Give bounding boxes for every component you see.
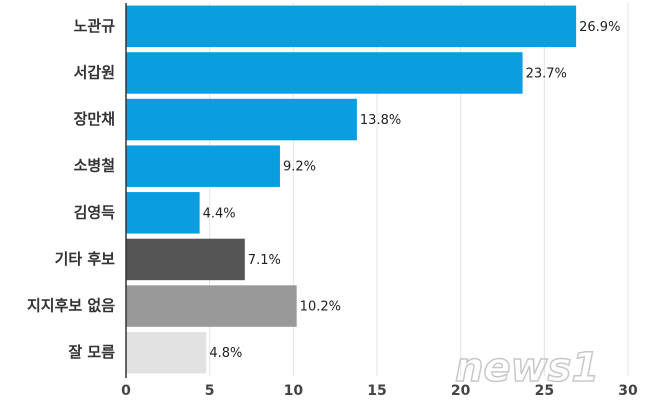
x-tick-label: 0	[121, 383, 131, 399]
bar	[126, 5, 577, 48]
bar	[126, 145, 280, 187]
bar	[126, 52, 523, 94]
value-label: 9.2%	[283, 160, 316, 175]
y-tick-label: 노관규	[74, 17, 116, 35]
y-tick-label: 소병철	[74, 157, 115, 175]
x-tick-label: 15	[367, 383, 386, 399]
x-tick-label: 5	[205, 383, 215, 399]
x-tick-label: 25	[535, 383, 554, 399]
value-label: 13.8%	[360, 113, 401, 128]
value-label: 7.1%	[248, 253, 281, 268]
value-label: 23.7%	[526, 66, 567, 81]
x-tick-label: 20	[451, 383, 471, 399]
x-tick-label: 30	[618, 383, 638, 399]
value-label: 10.2%	[300, 300, 341, 315]
bar	[126, 192, 200, 234]
y-tick-label: 김영득	[74, 203, 116, 221]
bar	[126, 98, 357, 141]
bar	[126, 238, 245, 281]
x-tick-label: 10	[284, 383, 304, 399]
bar	[126, 331, 207, 374]
value-label: 26.9%	[579, 20, 620, 35]
y-tick-label: 장만채	[74, 110, 115, 128]
y-tick-label: 기타 후보	[55, 250, 116, 268]
y-tick-label: 지지후보 없음	[27, 297, 115, 315]
watermark: news1	[455, 345, 599, 391]
bar	[126, 285, 297, 327]
y-tick-label: 잘 모름	[68, 343, 115, 361]
value-label: 4.8%	[209, 346, 242, 361]
value-label: 4.4%	[203, 206, 236, 221]
y-tick-label: 서갑원	[74, 63, 115, 81]
